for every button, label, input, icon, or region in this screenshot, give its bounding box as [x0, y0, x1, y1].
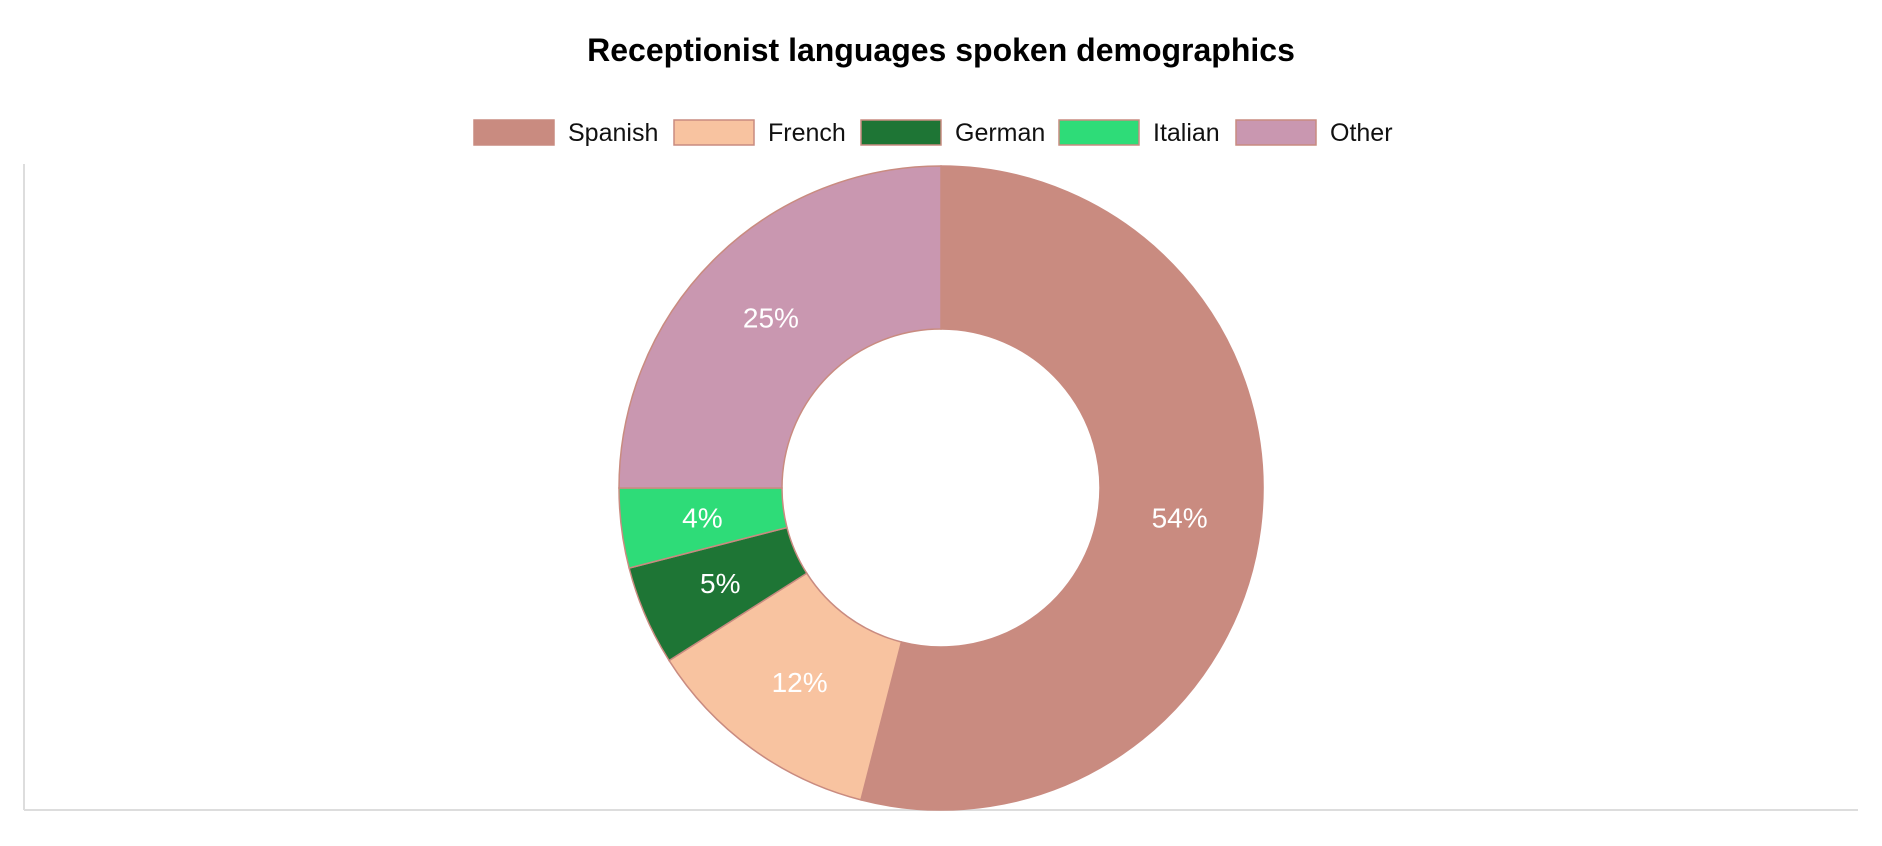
legend-label-other: Other: [1330, 119, 1393, 147]
legend-label-french: French: [768, 119, 846, 147]
slice-other[interactable]: [618, 165, 942, 489]
donut-slices: [618, 165, 1264, 811]
legend-item-french[interactable]: French: [673, 119, 846, 147]
slice-label-german: 5%: [700, 568, 740, 599]
legend-swatch-other: [1235, 119, 1317, 146]
legend-label-spanish: Spanish: [568, 119, 658, 147]
legend-item-other[interactable]: Other: [1235, 119, 1393, 147]
legend-label-german: German: [955, 119, 1045, 147]
legend: Spanish French German Italian Other: [473, 119, 1393, 147]
slice-labels: 54% 12% 5% 4% 25%: [682, 302, 1207, 698]
legend-item-german[interactable]: German: [860, 119, 1045, 147]
legend-label-italian: Italian: [1153, 119, 1220, 147]
slice-label-italian: 4%: [682, 503, 722, 534]
legend-item-italian[interactable]: Italian: [1058, 119, 1220, 147]
legend-swatch-german: [860, 119, 942, 146]
legend-item-spanish[interactable]: Spanish: [473, 119, 658, 147]
slice-label-french: 12%: [772, 667, 828, 698]
legend-swatch-italian: [1058, 119, 1140, 146]
slice-label-other: 25%: [743, 302, 799, 333]
slice-spanish[interactable]: [860, 165, 1264, 811]
chart-title: Receptionist languages spoken demographi…: [587, 32, 1295, 68]
slice-french[interactable]: [668, 572, 903, 801]
legend-swatch-french: [673, 119, 755, 146]
slice-label-spanish: 54%: [1152, 503, 1208, 534]
legend-swatch-spanish: [473, 119, 555, 146]
